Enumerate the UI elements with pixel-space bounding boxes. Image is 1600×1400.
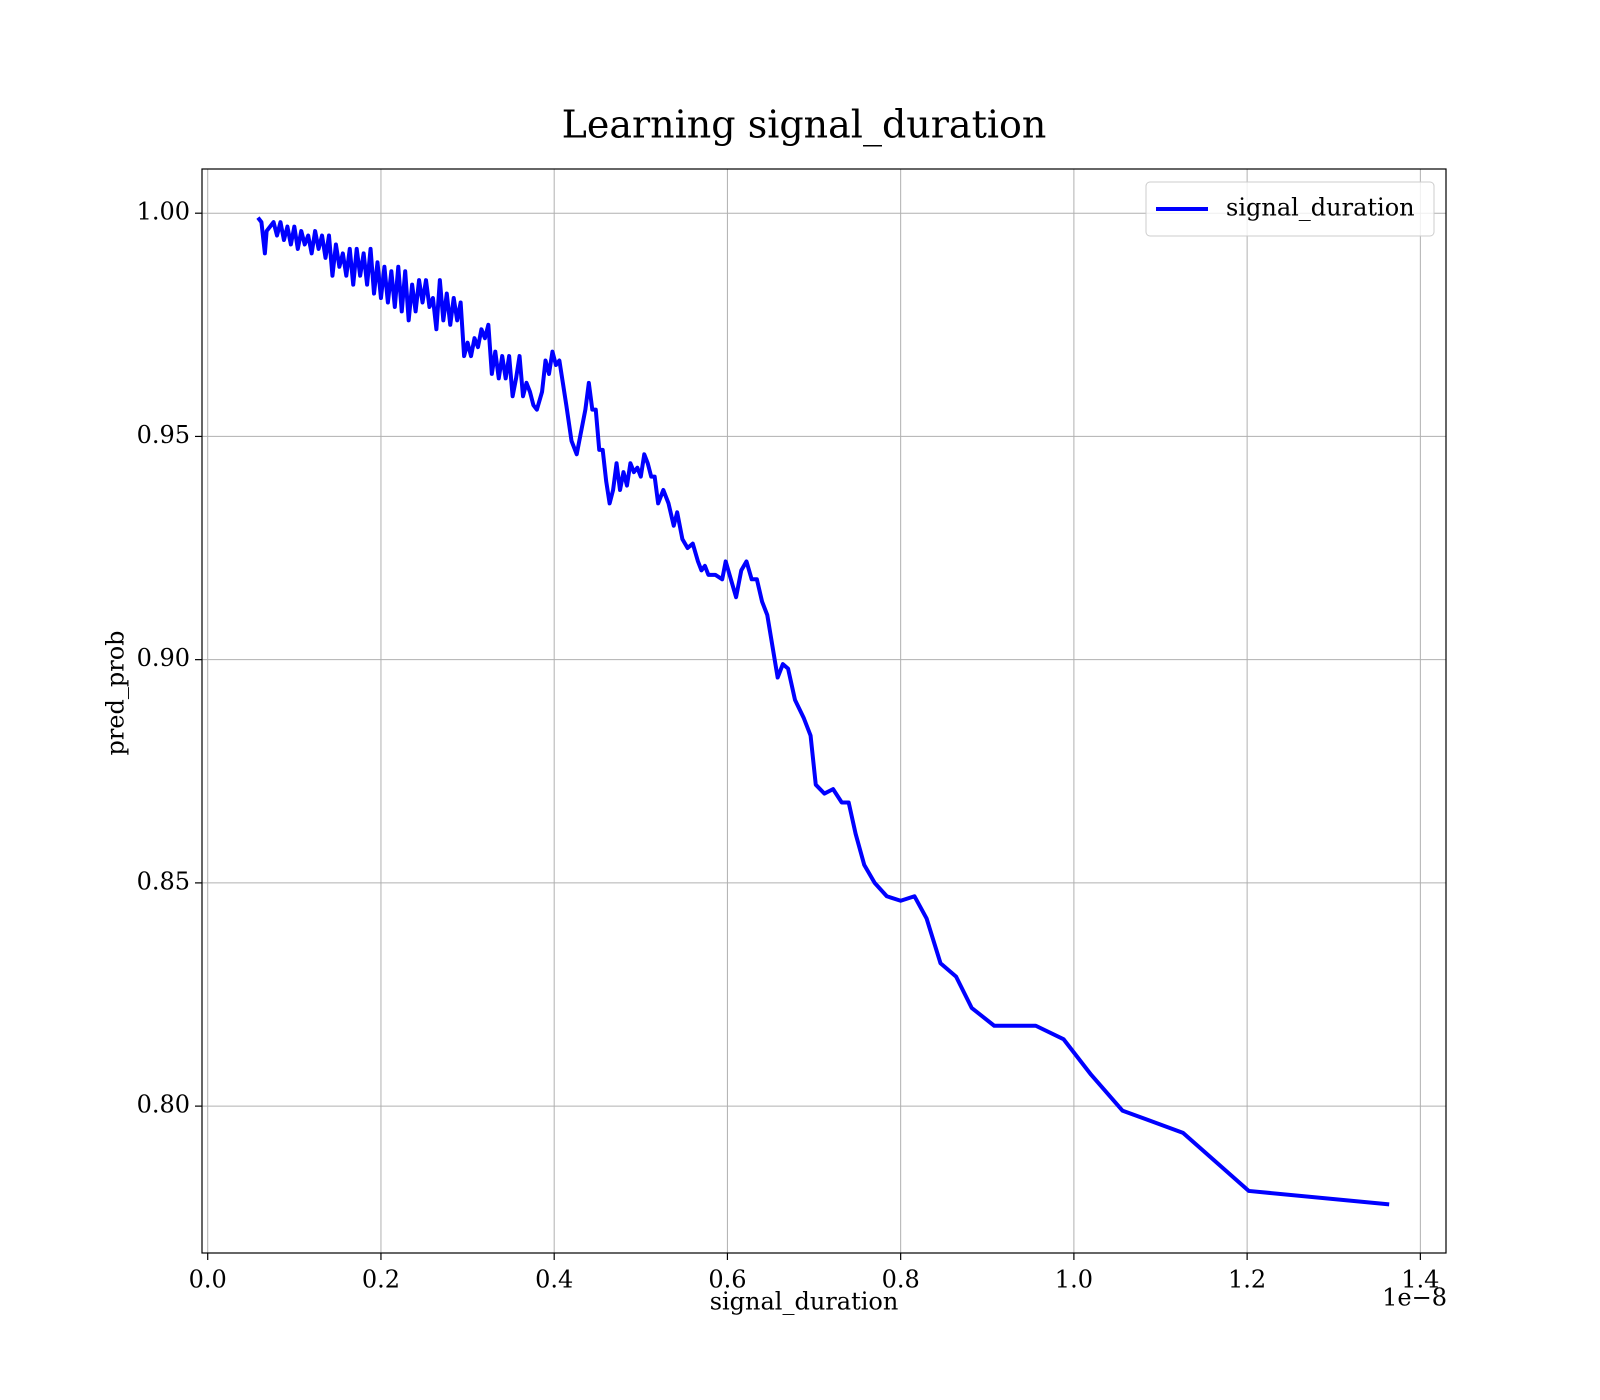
- y-tick-label: 0.80: [137, 1091, 190, 1119]
- x-tick-label: 0.0: [189, 1266, 227, 1294]
- x-tick-label: 0.6: [708, 1266, 746, 1294]
- y-axis-label: pred_prob: [102, 630, 130, 755]
- x-tick-label: 1.2: [1228, 1266, 1266, 1294]
- x-tick-label: 1.4: [1401, 1266, 1439, 1294]
- x-tick-label: 0.8: [882, 1266, 920, 1294]
- x-axis-label: signal_duration: [710, 1288, 899, 1316]
- data-line: [256, 216, 1390, 1207]
- x-tick-label: 0.2: [362, 1266, 400, 1294]
- x-tick-label: 0.4: [535, 1266, 573, 1294]
- y-tick-label: 0.85: [137, 867, 190, 895]
- y-tick-label: 0.90: [137, 644, 190, 672]
- y-tick-label: 0.95: [137, 421, 190, 449]
- plot-frame: [201, 168, 1447, 1254]
- legend: signal_duration: [1145, 181, 1435, 237]
- x-tick-label: 1.0: [1055, 1266, 1093, 1294]
- x-offset-label: 1e−8: [1382, 1284, 1447, 1312]
- legend-label: signal_duration: [1226, 194, 1415, 222]
- y-tick-label: 1.00: [137, 198, 190, 226]
- chart-title: Learning signal_duration: [562, 103, 1047, 148]
- legend-box: [1145, 181, 1435, 237]
